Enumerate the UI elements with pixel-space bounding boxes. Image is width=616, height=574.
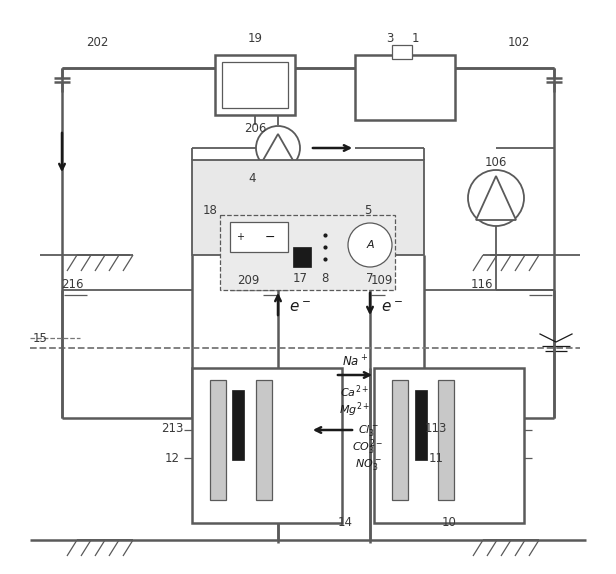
Text: $NO_3^-$: $NO_3^-$	[354, 456, 381, 471]
Text: 116: 116	[471, 277, 493, 290]
Bar	[293, 247, 311, 267]
Bar	[215, 55, 295, 115]
Bar	[415, 390, 427, 460]
Text: $e^-$: $e^-$	[289, 301, 311, 316]
Bar	[438, 380, 454, 500]
Bar	[222, 62, 288, 108]
Bar	[256, 380, 272, 500]
Polygon shape	[476, 176, 516, 220]
Text: +: +	[236, 232, 244, 242]
Text: 109: 109	[371, 273, 393, 286]
Bar	[192, 160, 424, 255]
Text: 202: 202	[86, 36, 108, 48]
Text: 7: 7	[367, 272, 374, 285]
Text: 3: 3	[386, 32, 394, 45]
Text: 11: 11	[429, 452, 444, 464]
Text: 5: 5	[364, 204, 371, 216]
Text: 14: 14	[338, 515, 352, 529]
Text: 102: 102	[508, 36, 530, 48]
Text: 8: 8	[322, 272, 329, 285]
Bar	[243, 192, 313, 217]
Text: 216: 216	[61, 277, 83, 290]
Bar	[374, 368, 524, 523]
Text: 12: 12	[164, 452, 179, 464]
Text: $Na^+$: $Na^+$	[342, 354, 368, 370]
Text: $Cl_3^-$: $Cl_3^-$	[358, 422, 378, 437]
Circle shape	[348, 223, 392, 267]
Bar	[210, 380, 226, 500]
Text: $e^-$: $e^-$	[381, 301, 403, 316]
Bar	[392, 45, 412, 59]
Text: 18: 18	[203, 204, 217, 216]
Polygon shape	[262, 134, 294, 162]
Text: 113: 113	[425, 421, 447, 435]
Text: 10: 10	[442, 515, 456, 529]
Text: 17: 17	[293, 272, 307, 285]
Bar	[355, 55, 455, 120]
Bar	[192, 368, 342, 523]
Bar	[230, 222, 288, 252]
Text: 209: 209	[237, 273, 259, 286]
Text: $Mg^{2+}$: $Mg^{2+}$	[339, 401, 371, 419]
Bar	[232, 390, 244, 460]
Text: 206: 206	[244, 122, 266, 134]
Text: 15: 15	[33, 332, 47, 344]
Text: −: −	[265, 231, 275, 243]
Text: $Ca^{2+}$: $Ca^{2+}$	[341, 383, 370, 400]
Bar	[392, 380, 408, 500]
Circle shape	[256, 126, 300, 170]
Text: A: A	[366, 240, 374, 250]
Text: 1: 1	[411, 32, 419, 45]
Bar	[220, 215, 395, 290]
Text: 19: 19	[248, 32, 262, 45]
Text: 106: 106	[485, 156, 507, 169]
Text: 213: 213	[161, 421, 183, 435]
Text: 4: 4	[248, 172, 256, 184]
Text: $CO_3^{2-}$: $CO_3^{2-}$	[352, 437, 384, 457]
Circle shape	[468, 170, 524, 226]
